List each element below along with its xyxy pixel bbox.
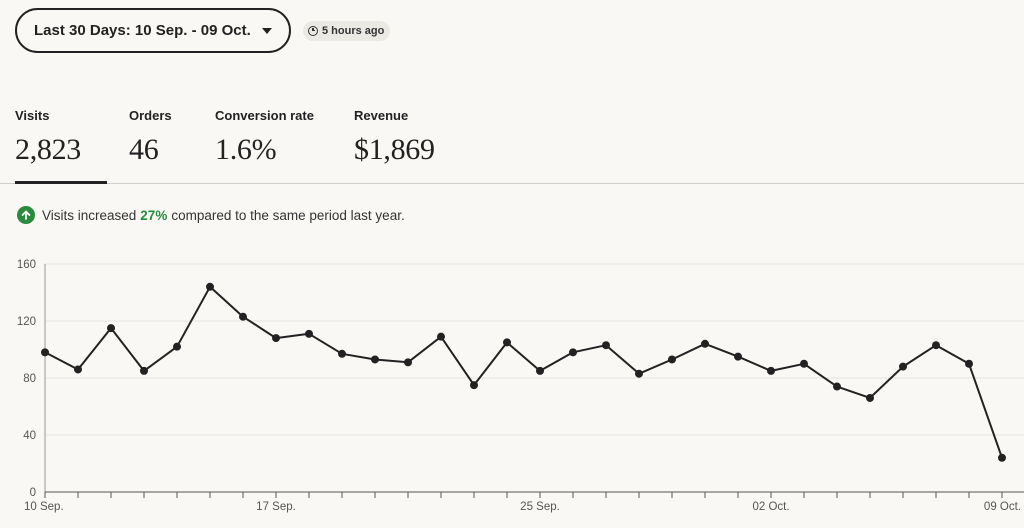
data-point [305, 329, 313, 338]
data-point [338, 349, 346, 358]
notice-percent: 27% [140, 207, 168, 223]
stat-value: 2,823 [15, 133, 82, 166]
header-bar: Last 30 Days: 10 Sep. - 09 Oct. 5 hours … [15, 8, 391, 53]
data-point [965, 359, 973, 368]
data-point [173, 342, 181, 351]
stat-label: Visits [15, 108, 50, 123]
data-point [866, 393, 874, 402]
data-point [503, 338, 511, 347]
x-tick-label: 17 Sep. [256, 501, 296, 513]
date-range-label: Last 30 Days: 10 Sep. - 09 Oct. [34, 22, 251, 39]
x-tick-label: 10 Sep. [24, 501, 64, 513]
last-updated-badge: 5 hours ago [303, 20, 391, 41]
data-point [635, 369, 643, 378]
stat-label: Orders [129, 108, 172, 123]
data-point [239, 312, 247, 321]
stat-label: Conversion rate [215, 108, 314, 123]
data-point [767, 366, 775, 375]
date-range-dropdown[interactable]: Last 30 Days: 10 Sep. - 09 Oct. [15, 8, 291, 53]
y-tick-label: 0 [30, 487, 36, 499]
series-line [44, 285, 1003, 459]
data-point [998, 453, 1006, 462]
y-tick-label: 160 [17, 259, 36, 271]
data-point [74, 365, 82, 374]
data-point [701, 339, 709, 348]
data-point [41, 348, 49, 357]
data-point [800, 359, 808, 368]
notice-suffix: compared to the same period last year. [171, 207, 405, 223]
selected-tab-indicator [15, 181, 107, 184]
data-point [470, 381, 478, 390]
last-updated-text: 5 hours ago [322, 24, 385, 37]
data-point [536, 366, 544, 375]
data-point [668, 355, 676, 364]
data-point [272, 334, 280, 343]
arrow-up-icon [17, 206, 35, 224]
data-point [569, 348, 577, 357]
y-tick-label: 80 [23, 373, 36, 385]
stat-value: $1,869 [354, 133, 435, 166]
x-tick-label: 09 Oct. [984, 501, 1021, 513]
stat-tab-visits[interactable]: Visits 2,823 [15, 108, 81, 167]
data-point [833, 382, 841, 391]
visits-trend-notice: Visits increased 27% compared to the sam… [17, 206, 405, 224]
visits-line-chart: 0 40 80 120 160 10 Sep. 17 Sep. 25 Sep. 02 Oct. 0… [17, 259, 1024, 513]
stats-tabs: Visits 2,823 Orders 46 Conversion rate 1… [0, 108, 1024, 184]
data-point [932, 341, 940, 350]
data-point [140, 366, 148, 375]
y-tick-label: 120 [17, 316, 36, 328]
stat-tab-orders[interactable]: Orders 46 [129, 108, 172, 167]
data-point [734, 352, 742, 361]
stat-tab-revenue[interactable]: Revenue $1,869 [354, 108, 435, 167]
x-tick-label: 25 Sep. [520, 501, 560, 513]
x-tick-label: 02 Oct. [752, 501, 789, 513]
data-point [899, 362, 907, 371]
data-point [107, 324, 115, 333]
data-point [206, 282, 214, 291]
data-point [404, 358, 412, 367]
clock-icon [308, 25, 318, 36]
data-point [602, 341, 610, 350]
stat-value: 1.6% [215, 133, 277, 166]
y-tick-label: 40 [23, 430, 36, 442]
caret-down-icon [262, 27, 272, 34]
stat-label: Revenue [354, 108, 409, 123]
data-point [371, 355, 379, 364]
stat-tab-conversion-rate[interactable]: Conversion rate 1.6% [215, 108, 314, 167]
data-point [437, 332, 445, 341]
notice-prefix: Visits increased [42, 207, 137, 223]
stat-value: 46 [129, 133, 159, 166]
